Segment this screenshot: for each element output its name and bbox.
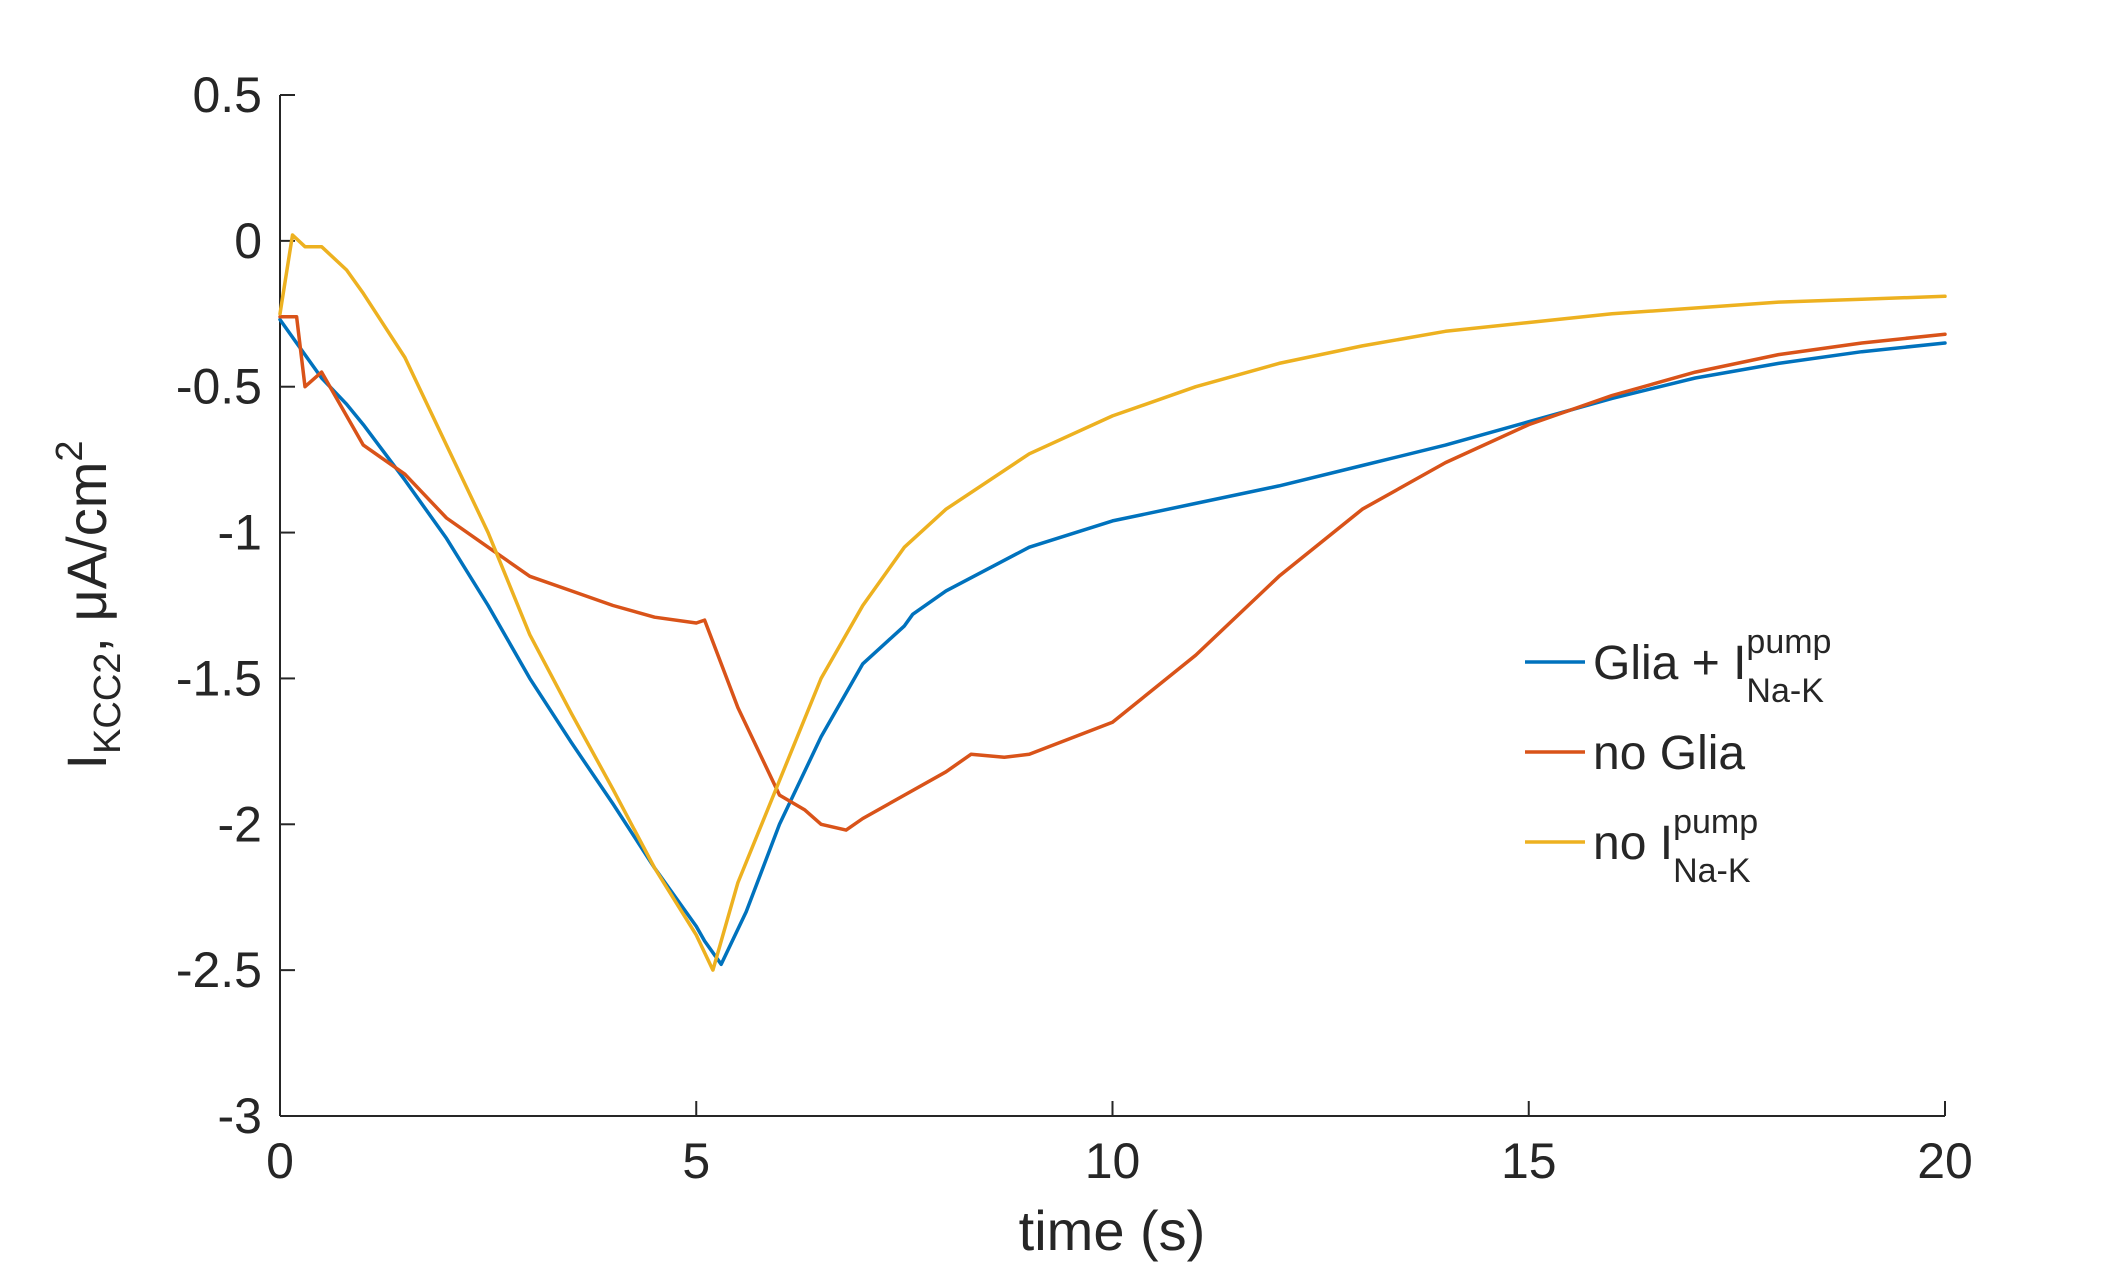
series-line-1 [278, 314, 1947, 832]
legend-label-text: no I [1593, 817, 1673, 870]
y-axis-title-subscript: KCC2 [87, 653, 129, 754]
legend-label-text: Glia + I [1593, 637, 1746, 690]
series-line-0 [278, 317, 1947, 967]
y-tick-label: -3 [218, 1088, 262, 1144]
y-tick-label: -1.5 [176, 650, 262, 706]
legend-label-subscript: Na-K [1746, 672, 1824, 710]
y-axis-title-superscript: 2 [49, 440, 91, 461]
y-tick-label: -1 [218, 505, 262, 561]
y-tick-label: -2 [218, 796, 262, 852]
series-line-2 [278, 233, 1947, 972]
x-tick-label: 0 [266, 1133, 294, 1189]
series-lines [278, 233, 1947, 972]
x-tick-label: 5 [682, 1133, 710, 1189]
x-ticks: 0 5 10 15 20 [266, 1101, 1973, 1189]
x-tick-label: 10 [1085, 1133, 1141, 1189]
legend-label-superscript: pump [1673, 803, 1758, 841]
y-ticks: 0.5 0 -0.5 -1 -1.5 -2 -2.5 -3 [176, 67, 295, 1144]
legend-label-superscript: pump [1746, 623, 1831, 661]
legend-label-0: Glia + Ipump [1593, 623, 1831, 690]
y-tick-label: 0 [234, 213, 262, 269]
plot-area: 0 5 10 15 20 0.5 0 -0.5 -1 -1.5 -2 -2.5 -3 [176, 67, 1973, 1189]
y-tick-label: 0.5 [192, 67, 262, 123]
y-axis-title-main: I [55, 754, 118, 770]
legend-label-1: no Glia [1593, 727, 1745, 780]
x-axis-title: time (s) [1019, 1199, 1206, 1262]
legend-label-subscript: Na-K [1673, 852, 1751, 890]
y-tick-label: -0.5 [176, 359, 262, 415]
y-axis-title-rest: , μA/cm [55, 462, 118, 653]
x-tick-label: 15 [1501, 1133, 1557, 1189]
legend-label-2: no Ipump [1593, 803, 1758, 870]
y-tick-label: -2.5 [176, 942, 262, 998]
x-tick-label: 20 [1917, 1133, 1973, 1189]
legend-label-text: no Glia [1593, 727, 1745, 780]
y-axis-title: IKCC2, μA/cm2 [49, 440, 129, 769]
